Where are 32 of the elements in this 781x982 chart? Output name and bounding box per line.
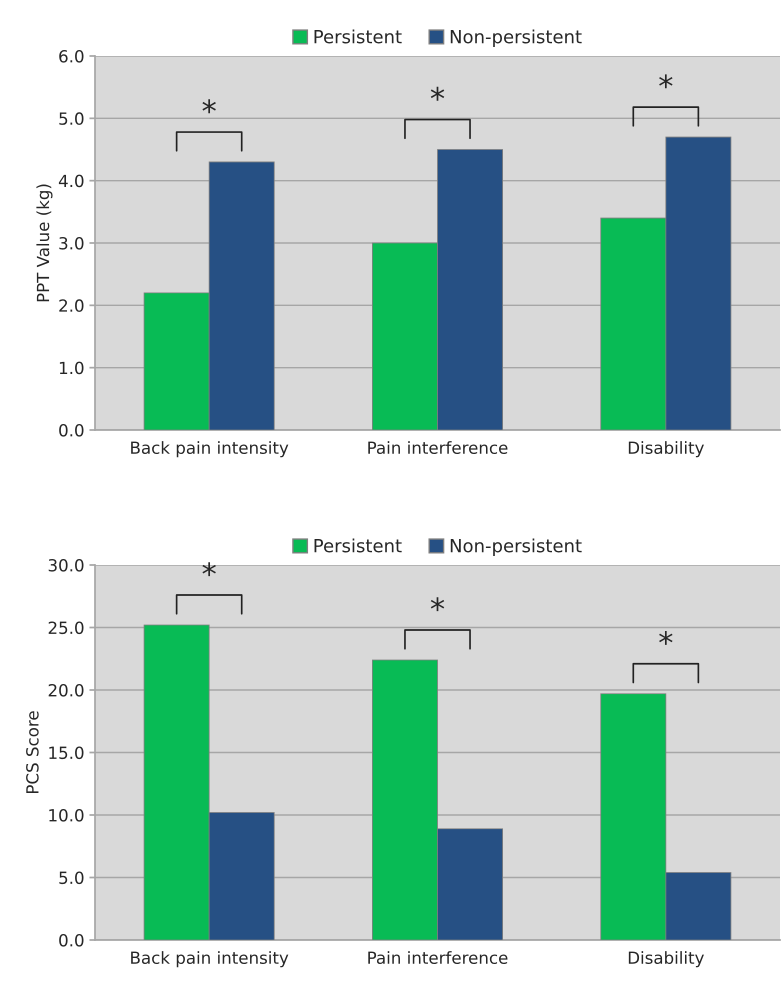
annotation: * xyxy=(659,74,673,88)
legend-label: Persistent xyxy=(314,538,402,552)
y-tick-label: 20.0 xyxy=(48,684,84,697)
annotation: * xyxy=(430,86,444,101)
x-tick-label: Pain interference xyxy=(368,951,508,964)
annotation: * xyxy=(202,562,216,576)
y-tick-label: 30.0 xyxy=(48,558,84,572)
y-tick-label: 3.0 xyxy=(59,236,84,250)
y-tick-label: 2.0 xyxy=(59,299,84,312)
y-tick-label: 0.0 xyxy=(59,934,84,947)
legend-label: Non-persistent xyxy=(450,538,582,556)
y-tick-label: 4.0 xyxy=(58,174,84,188)
legend-label: Persistent xyxy=(314,30,402,44)
legend-label: Non-persistent xyxy=(450,30,582,47)
y-tick-label: 5.0 xyxy=(59,871,84,884)
x-tick-label: Disability xyxy=(628,951,704,968)
x-tick-label: Disability xyxy=(628,441,704,458)
y-tick-label: 25.0 xyxy=(48,621,84,634)
annotation: * xyxy=(202,99,216,114)
y-tick-label: 0.0 xyxy=(59,424,84,437)
x-tick-label: Pain interference xyxy=(368,441,508,454)
annotation: * xyxy=(430,597,444,612)
y-tick-label: 6.0 xyxy=(59,50,84,63)
x-tick-label: Back pain intensity xyxy=(131,441,288,458)
y-axis-title: PPT Value (kg) xyxy=(36,184,53,302)
y-axis-title: PCS Score xyxy=(26,711,39,793)
y-tick-label: 5.0 xyxy=(59,112,84,125)
x-tick-label: Back pain intensity xyxy=(131,951,288,968)
y-tick-label: 1.0 xyxy=(60,362,84,374)
y-tick-label: 10.0 xyxy=(49,808,84,822)
annotation: * xyxy=(659,630,673,645)
y-tick-label: 15.0 xyxy=(49,746,84,760)
